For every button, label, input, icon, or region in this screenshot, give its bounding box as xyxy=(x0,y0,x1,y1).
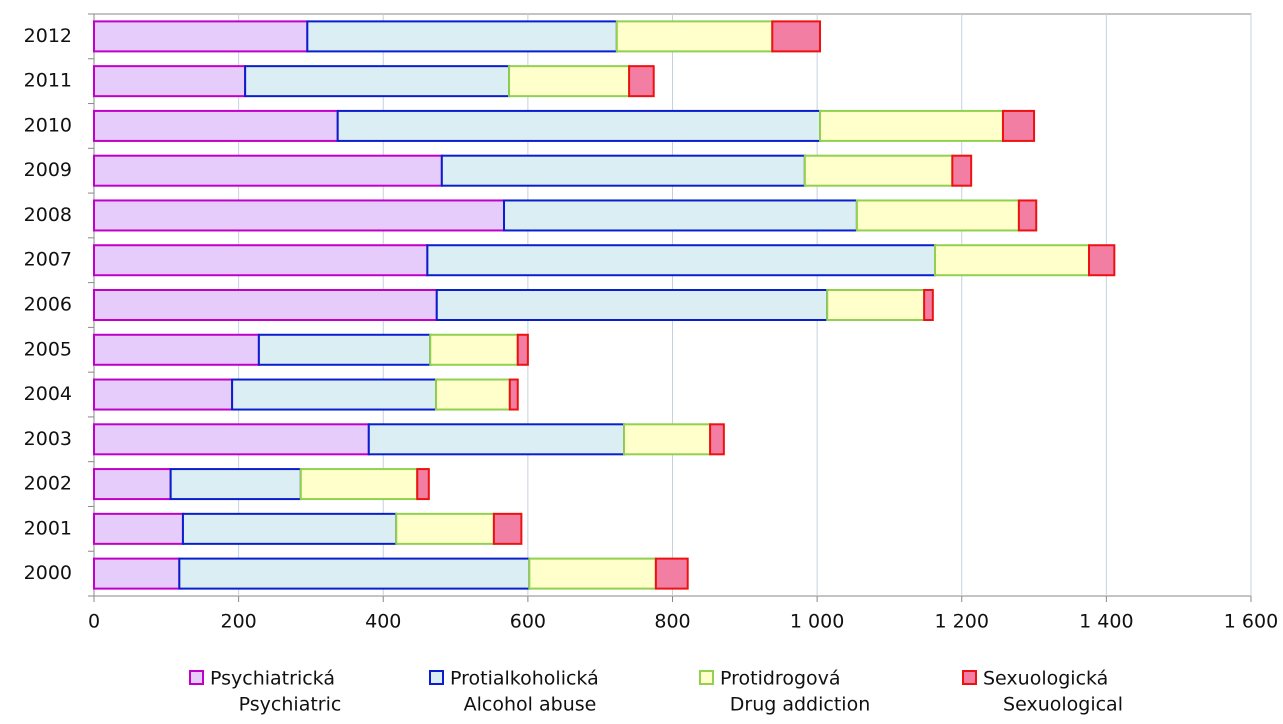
bar-segment xyxy=(231,378,438,411)
x-tick-label: 0 xyxy=(88,611,100,633)
bar-segment xyxy=(951,154,973,187)
bar-segment xyxy=(93,378,234,411)
x-tick-label: 1 200 xyxy=(935,611,989,633)
bar-segment xyxy=(169,468,302,501)
bar-segment xyxy=(306,20,618,53)
bar-segment xyxy=(416,468,430,501)
bar-segment xyxy=(1088,244,1116,277)
bar-segment xyxy=(178,557,531,590)
bar-segment xyxy=(93,468,172,501)
legend-sublabel: Alcohol abuse xyxy=(464,694,597,716)
y-tick-label: 2002 xyxy=(24,473,72,495)
y-tick-label: 2001 xyxy=(24,517,72,539)
bar-segment xyxy=(181,512,398,545)
bar-segment xyxy=(933,244,1091,277)
bar-segment xyxy=(628,65,655,98)
bar-segment xyxy=(336,109,822,142)
bar-segment xyxy=(654,557,689,590)
bar-segment xyxy=(93,333,260,366)
y-tick-label: 2008 xyxy=(24,204,72,226)
bar-segment xyxy=(528,557,657,590)
y-tick-label: 2000 xyxy=(24,562,72,584)
bar-segment xyxy=(440,154,806,187)
bar-segment xyxy=(709,423,725,456)
y-tick-label: 2010 xyxy=(24,114,72,136)
bar-segment xyxy=(923,289,934,321)
bar-segment xyxy=(93,20,309,53)
legend-swatch xyxy=(189,670,204,685)
bar-segment xyxy=(93,423,370,456)
bar-segment xyxy=(435,289,829,321)
legend-swatch xyxy=(429,670,444,685)
bar-segment xyxy=(855,199,1020,232)
x-tick-label: 200 xyxy=(220,611,256,633)
bar-segment xyxy=(93,557,181,590)
legend-label: Protidrogová xyxy=(720,668,841,690)
bar-segment xyxy=(93,154,443,187)
legend-label: Protialkoholická xyxy=(450,668,599,690)
bar-segment xyxy=(803,154,954,187)
bar-segment xyxy=(257,333,432,366)
x-tick-label: 600 xyxy=(510,611,546,633)
legend-label: Sexuologická xyxy=(983,668,1108,690)
bar-segment xyxy=(93,512,184,545)
bar-segment xyxy=(93,244,429,277)
x-tick-label: 400 xyxy=(365,611,401,633)
bar-segment xyxy=(244,65,511,98)
y-tick-label: 2007 xyxy=(24,249,72,271)
y-tick-label: 2005 xyxy=(24,338,72,360)
bar-segment xyxy=(93,289,438,321)
bar-segment xyxy=(435,378,511,411)
legend-label: Psychiatrická xyxy=(210,668,335,690)
x-tick-label: 800 xyxy=(654,611,690,633)
bar-segment xyxy=(1001,109,1036,142)
bar-segment xyxy=(503,199,858,232)
legend-sublabel: Sexuological xyxy=(1003,694,1123,716)
bar-segment xyxy=(426,244,936,277)
legend-swatch xyxy=(962,670,977,685)
legend-swatch xyxy=(699,670,714,685)
bar-segment xyxy=(508,378,519,411)
bar-segment xyxy=(367,423,626,456)
bar-segment xyxy=(93,109,339,142)
bar-segment xyxy=(771,20,822,53)
y-tick-label: 2003 xyxy=(24,428,72,450)
bar-segment xyxy=(1017,199,1038,232)
bar-segment xyxy=(615,20,774,53)
y-tick-label: 2009 xyxy=(24,159,72,181)
y-tick-label: 2004 xyxy=(24,383,72,405)
x-tick-label: 1 000 xyxy=(790,611,844,633)
legend-sublabel: Psychiatric xyxy=(239,694,342,716)
y-tick-label: 2012 xyxy=(24,25,72,47)
bar-segment xyxy=(93,199,506,232)
y-tick-label: 2011 xyxy=(24,70,72,92)
bar-segment xyxy=(395,512,495,545)
bar-segment xyxy=(429,333,519,366)
x-tick-label: 1 400 xyxy=(1079,611,1133,633)
bar-segment xyxy=(623,423,712,456)
bar-segment xyxy=(826,289,926,321)
bar-segment xyxy=(516,333,529,366)
bar-segment xyxy=(819,109,1004,142)
x-tick-label: 1 600 xyxy=(1224,611,1278,633)
bar-segment xyxy=(492,512,523,545)
bar-segment xyxy=(508,65,631,98)
bar-segment xyxy=(299,468,419,501)
bar-segment xyxy=(93,65,247,98)
y-tick-label: 2006 xyxy=(24,294,72,316)
legend-sublabel: Drug addiction xyxy=(730,694,870,716)
